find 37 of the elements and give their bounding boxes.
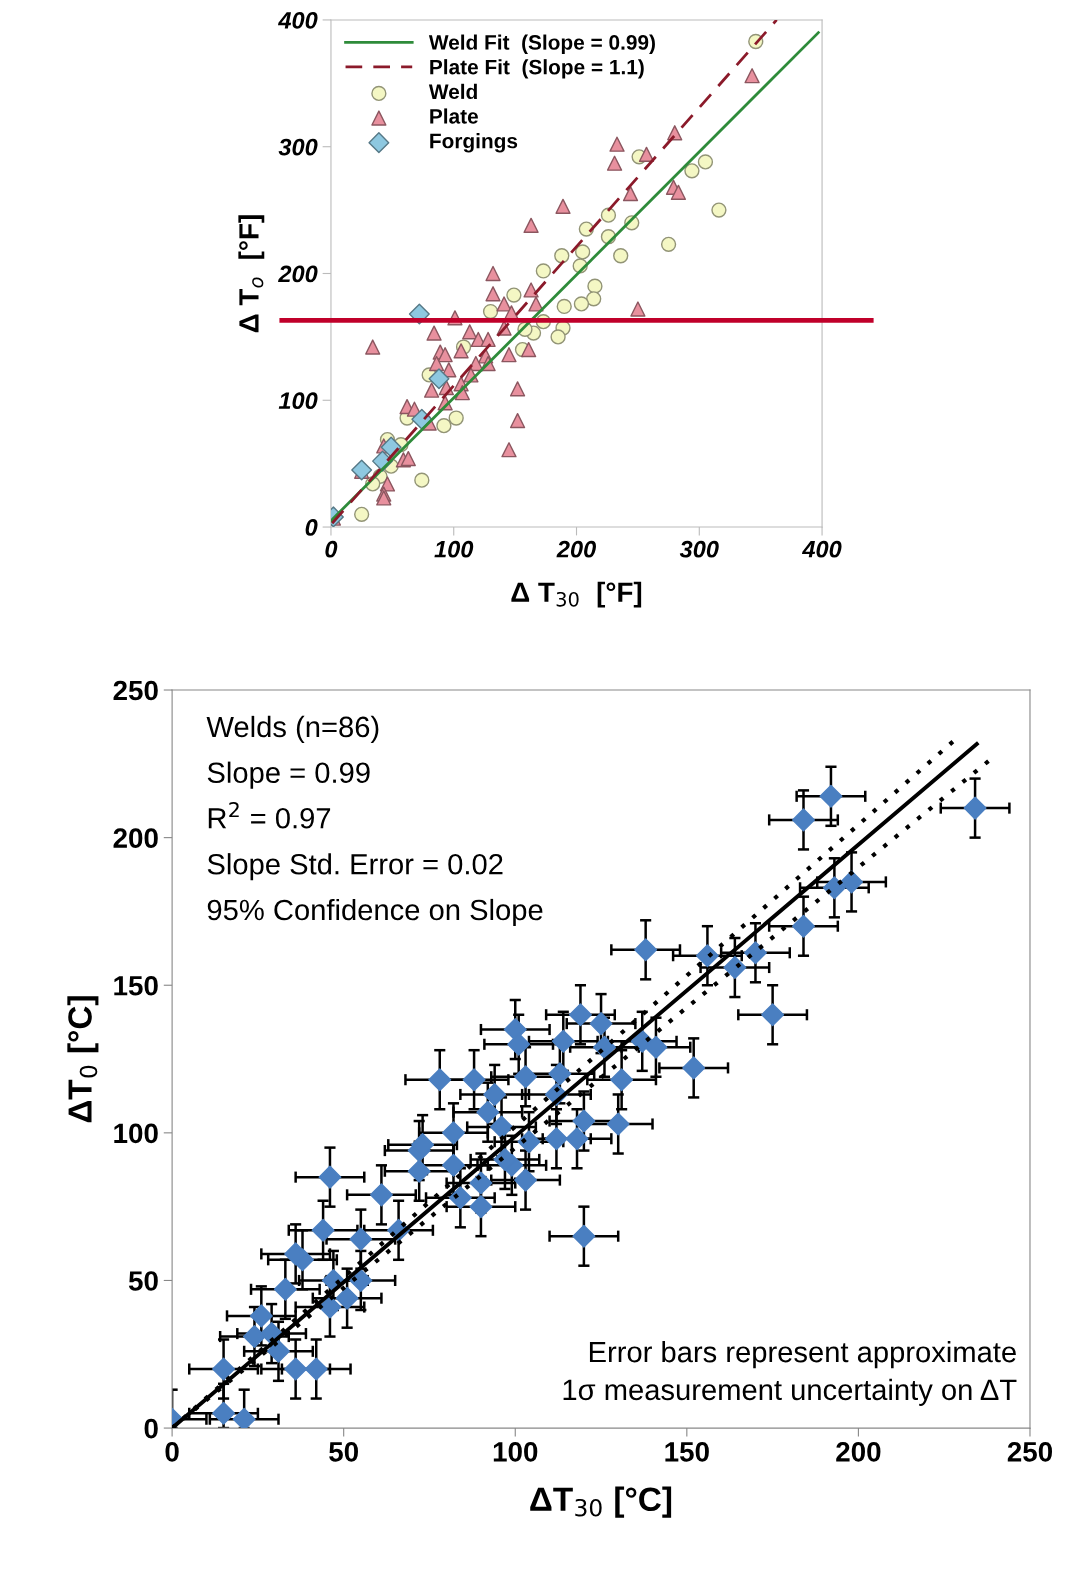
legend-label: Weld xyxy=(428,83,477,100)
x-tick-label: 0 xyxy=(165,1442,179,1462)
annotation: 95% Confidence on Slope xyxy=(207,898,543,927)
x-tick-label: 400 xyxy=(801,540,842,558)
legend-label: Plate Fit (Slope = 1.1) xyxy=(430,59,644,79)
annotation: Error bars represent approximate 1σ measurement uncertainty on ΔT xyxy=(563,1340,1017,1406)
y-tick-label: 300 xyxy=(278,138,318,156)
x-axis-title: Δ T$_{30}$ [°F] xyxy=(511,581,642,608)
y-tick-label: 50 xyxy=(128,1271,158,1291)
annotation: Slope = 0.99 xyxy=(207,761,370,789)
x-tick-label: 150 xyxy=(665,1442,709,1462)
y-tick-label: 150 xyxy=(114,975,158,996)
y-tick-label: 0 xyxy=(144,1418,158,1439)
x-tick-label: 50 xyxy=(329,1442,358,1462)
y-axis-title: Δ T$_{o}$ [°F] xyxy=(238,215,265,333)
x-tick-label: 100 xyxy=(434,540,474,558)
annotation: Slope Std. Error = 0.02 xyxy=(207,853,503,881)
legend-label: Plate xyxy=(430,108,478,124)
y-tick-label: 200 xyxy=(278,265,318,283)
y-tick-label: 400 xyxy=(277,12,318,29)
x-axis-title: ΔT$_{30}$ [°C] xyxy=(530,1486,672,1518)
legend-label: Forgings xyxy=(430,133,518,153)
y-tick-label: 100 xyxy=(278,392,318,410)
x-tick-label: 0 xyxy=(325,540,338,558)
x-tick-label: 200 xyxy=(836,1442,881,1462)
x-tick-label: 300 xyxy=(679,540,719,558)
y-axis-title: ΔT$_{0}$ [°C] xyxy=(67,996,99,1123)
legend-label: Weld Fit (Slope = 0.99) xyxy=(428,34,655,54)
y-tick-label: 200 xyxy=(113,828,158,848)
x-tick-label: 100 xyxy=(493,1442,538,1462)
annotation: Welds (n=86) xyxy=(206,715,379,744)
annotation: R$^{2}$ = 0.97 xyxy=(208,801,331,829)
y-tick-label: 250 xyxy=(113,680,158,701)
y-tick-label: 100 xyxy=(114,1123,158,1144)
y-tick-label: 0 xyxy=(305,519,318,536)
x-tick-label: 200 xyxy=(556,540,596,558)
x-tick-label: 250 xyxy=(1007,1442,1053,1462)
